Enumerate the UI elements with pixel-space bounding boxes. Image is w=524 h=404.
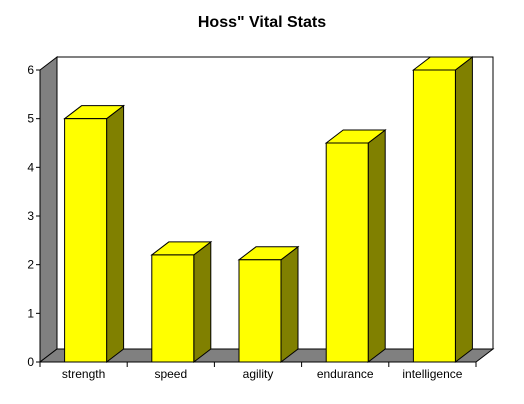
x-tick-label: agility — [243, 367, 274, 381]
y-tick-label: 0 — [27, 355, 34, 369]
bar-endurance — [324, 128, 387, 364]
x-tick-label: speed — [154, 367, 187, 381]
bar-agility — [237, 245, 300, 364]
y-tick-label: 1 — [27, 306, 34, 320]
bar-front — [412, 69, 456, 363]
x-tick-label: intelligence — [402, 367, 462, 381]
bar-side — [280, 245, 299, 364]
bar-side — [454, 55, 473, 364]
bar-side — [106, 104, 125, 364]
bar-side — [367, 128, 386, 364]
x-tick-label: endurance — [317, 367, 374, 381]
bar-front — [151, 254, 195, 363]
bar-strength — [63, 104, 126, 364]
chart-title: Hoss" Vital Stats — [198, 14, 326, 31]
bar-speed — [150, 240, 213, 364]
y-tick-label: 2 — [27, 258, 34, 272]
bar-front — [64, 118, 108, 363]
y-tick-label: 3 — [27, 209, 34, 223]
bar-intelligence — [411, 55, 474, 364]
left-wall — [39, 55, 58, 364]
bar-front — [238, 259, 282, 363]
y-tick-label: 6 — [27, 63, 34, 77]
y-tick-label: 4 — [27, 160, 34, 174]
x-axis: strength speed agility endurance intelligenc… — [39, 361, 477, 381]
y-axis: 0 1 2 3 4 5 6 — [27, 63, 41, 369]
bar-front — [325, 142, 369, 363]
bar-side — [193, 240, 212, 364]
bars — [63, 55, 474, 364]
x-tick-label: strength — [62, 367, 105, 381]
y-tick-label: 5 — [27, 112, 34, 126]
